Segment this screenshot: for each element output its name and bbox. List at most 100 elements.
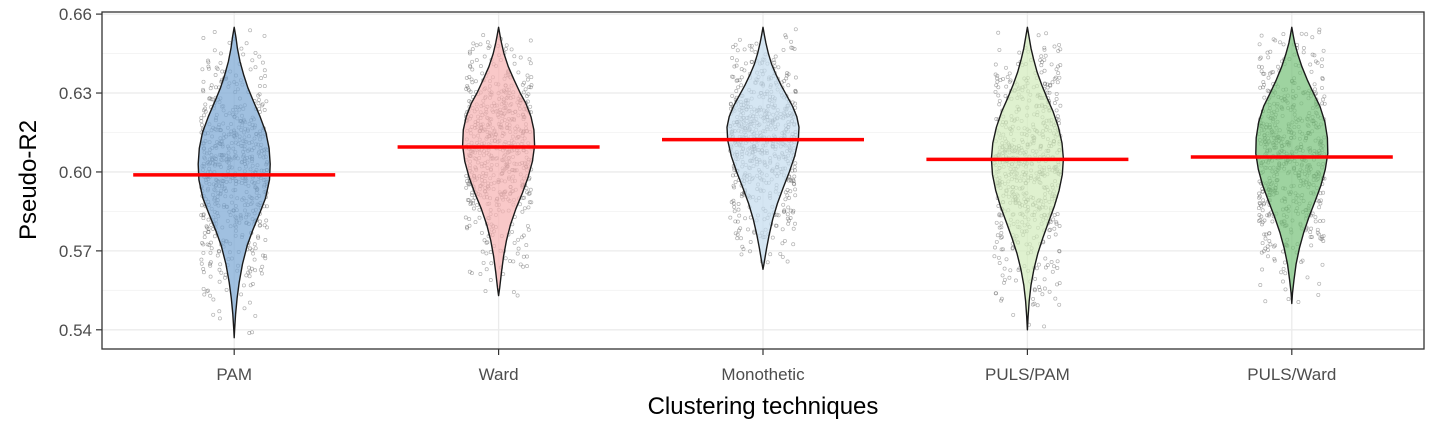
data-point (1283, 287, 1288, 292)
data-point (791, 242, 796, 247)
data-point (467, 49, 472, 54)
data-point (1320, 76, 1325, 81)
data-point (1272, 256, 1277, 261)
data-point (1320, 77, 1325, 81)
data-point (248, 283, 253, 288)
data-point (487, 44, 492, 49)
data-point (244, 273, 249, 278)
data-point (793, 101, 797, 106)
data-point (1001, 247, 1005, 252)
data-point (1056, 71, 1061, 76)
data-point (1322, 94, 1327, 99)
data-point (1042, 277, 1047, 282)
data-point (465, 198, 470, 202)
data-point (1281, 266, 1286, 271)
data-point (1011, 312, 1016, 317)
data-point (734, 58, 739, 63)
data-point (200, 67, 205, 72)
data-point (1038, 58, 1043, 63)
data-point (1042, 286, 1047, 291)
data-point (786, 83, 791, 88)
data-point (791, 177, 796, 182)
violin-puls-ward (1255, 26, 1329, 305)
data-point (252, 242, 257, 247)
x-tick-label: PAM (216, 365, 252, 384)
data-point (792, 46, 797, 51)
data-point (265, 204, 269, 209)
data-point (242, 306, 247, 311)
data-point (1058, 63, 1063, 68)
data-point (1262, 218, 1267, 223)
data-point (1002, 280, 1006, 285)
data-point (734, 63, 739, 68)
data-point (1261, 85, 1266, 90)
data-point (248, 67, 253, 72)
data-point (515, 293, 520, 298)
data-point (484, 251, 489, 256)
x-axis: PAM Ward Monothetic PULS/PAM PULS/Ward (216, 349, 1336, 384)
data-point (999, 213, 1004, 218)
data-point (790, 168, 795, 173)
data-point (218, 262, 223, 267)
data-point (1309, 243, 1314, 248)
data-point (773, 54, 778, 59)
data-point (1045, 85, 1050, 90)
data-point (257, 84, 262, 88)
data-point (1057, 75, 1062, 80)
x-axis-title: Clustering techniques (648, 393, 879, 420)
data-point (1054, 91, 1059, 96)
data-point (997, 212, 1002, 217)
data-point (526, 191, 531, 196)
x-tick-label: PULS/PAM (985, 365, 1070, 384)
data-point (470, 59, 475, 64)
data-point (470, 67, 475, 72)
data-point (257, 223, 262, 228)
data-point (1032, 288, 1037, 293)
data-point (781, 47, 786, 52)
data-point (1043, 82, 1048, 87)
data-point (1047, 289, 1052, 294)
mean-lines (133, 137, 1393, 177)
data-point (1032, 287, 1037, 292)
data-point (1309, 69, 1314, 74)
data-point (1259, 33, 1264, 38)
data-point (999, 221, 1004, 226)
data-point (470, 190, 475, 195)
data-point (509, 47, 514, 52)
data-point (256, 93, 261, 98)
y-tick-label: 0.60 (59, 163, 92, 182)
data-point (248, 269, 253, 274)
data-point (202, 113, 207, 118)
data-point (782, 208, 787, 213)
data-point (1315, 60, 1320, 65)
data-point (261, 253, 265, 258)
data-point (1261, 198, 1266, 203)
data-point (753, 50, 758, 55)
data-point (206, 64, 211, 69)
data-point (253, 246, 258, 251)
data-point (787, 218, 791, 223)
data-point (481, 260, 486, 265)
data-point (1039, 60, 1044, 65)
data-point (735, 232, 740, 237)
data-point (1310, 52, 1315, 57)
data-point (785, 212, 790, 217)
y-axis-title: Pseudo-R2 (15, 120, 42, 240)
violin-monothetic (726, 26, 800, 270)
data-point (739, 236, 743, 241)
data-point (1008, 78, 1013, 83)
data-point (260, 102, 265, 107)
data-point (1042, 324, 1047, 329)
data-point (739, 252, 744, 257)
data-point (1047, 228, 1052, 233)
data-point (771, 58, 776, 63)
data-point (1322, 101, 1327, 106)
data-point (783, 33, 788, 38)
data-point (250, 330, 255, 335)
data-point (464, 173, 469, 178)
data-point (731, 183, 736, 188)
data-point (1258, 194, 1262, 199)
data-point (1261, 71, 1266, 76)
data-point (1050, 80, 1055, 85)
data-point (1055, 212, 1060, 217)
